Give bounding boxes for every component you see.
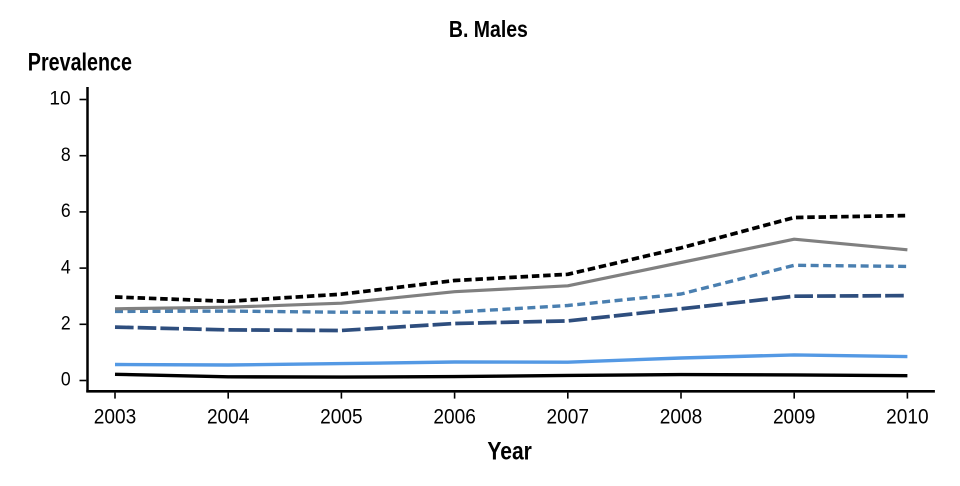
svg-text:8: 8 xyxy=(61,144,71,166)
svg-text:2009: 2009 xyxy=(773,405,816,429)
svg-text:2008: 2008 xyxy=(660,405,703,429)
svg-text:6: 6 xyxy=(61,200,71,222)
svg-text:Prevalence: Prevalence xyxy=(28,49,132,77)
svg-text:4: 4 xyxy=(61,256,71,278)
svg-text:Year: Year xyxy=(487,437,532,465)
svg-text:10: 10 xyxy=(49,88,70,110)
svg-text:B. Males: B. Males xyxy=(449,16,528,42)
svg-text:2007: 2007 xyxy=(547,405,590,429)
svg-text:2010: 2010 xyxy=(886,405,929,429)
svg-text:0: 0 xyxy=(61,369,71,391)
svg-text:2003: 2003 xyxy=(94,405,137,429)
svg-text:2004: 2004 xyxy=(207,405,250,429)
svg-text:2006: 2006 xyxy=(433,405,476,429)
svg-text:2: 2 xyxy=(61,313,71,335)
svg-text:2005: 2005 xyxy=(320,405,363,429)
